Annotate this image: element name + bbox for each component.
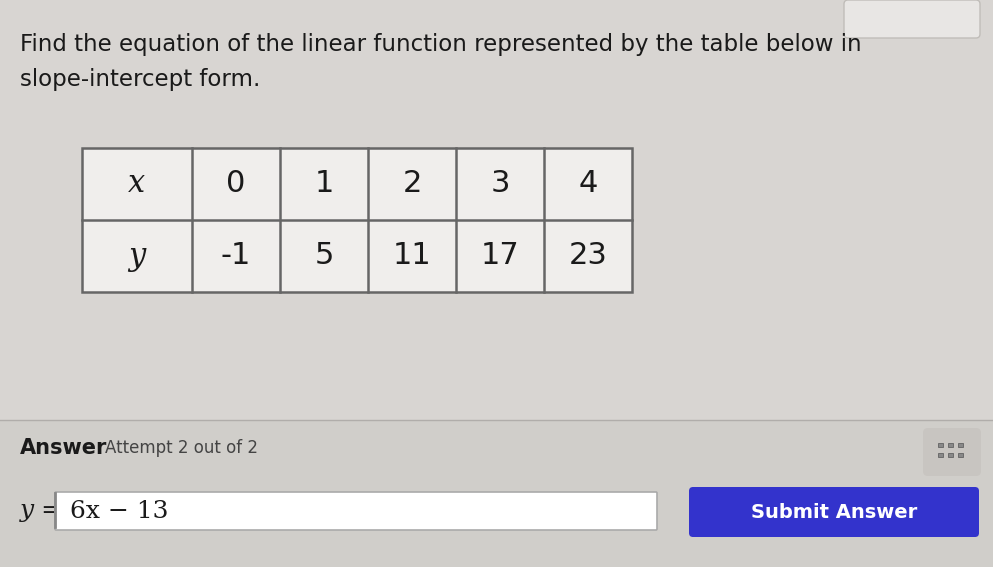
Text: 23: 23 <box>569 242 608 270</box>
Text: slope-intercept form.: slope-intercept form. <box>20 68 260 91</box>
Text: 2: 2 <box>402 170 422 198</box>
Text: 1: 1 <box>315 170 334 198</box>
Text: 6x − 13: 6x − 13 <box>70 500 169 523</box>
Bar <box>958 443 963 447</box>
FancyBboxPatch shape <box>55 492 657 530</box>
Text: Submit Answer: Submit Answer <box>751 502 918 522</box>
Bar <box>958 453 963 457</box>
Text: 0: 0 <box>226 170 245 198</box>
Text: Attempt 2 out of 2: Attempt 2 out of 2 <box>105 439 258 457</box>
Text: 4: 4 <box>578 170 598 198</box>
FancyBboxPatch shape <box>844 0 980 38</box>
Text: 17: 17 <box>481 242 519 270</box>
Bar <box>0 0 993 430</box>
Text: -1: -1 <box>220 242 251 270</box>
Text: 11: 11 <box>392 242 431 270</box>
Bar <box>82 148 632 292</box>
Bar <box>948 443 953 447</box>
Text: x: x <box>128 168 146 200</box>
Text: y =: y = <box>20 498 64 522</box>
Text: Answer: Answer <box>20 438 107 458</box>
Text: Find the equation of the linear function represented by the table below in: Find the equation of the linear function… <box>20 33 862 56</box>
Bar <box>948 453 953 457</box>
Bar <box>0 420 993 567</box>
Bar <box>82 148 632 292</box>
FancyBboxPatch shape <box>689 487 979 537</box>
Bar <box>938 443 943 447</box>
Bar <box>938 453 943 457</box>
Text: 3: 3 <box>491 170 509 198</box>
Text: 5: 5 <box>315 242 334 270</box>
FancyBboxPatch shape <box>923 428 981 476</box>
Text: y: y <box>128 240 146 272</box>
